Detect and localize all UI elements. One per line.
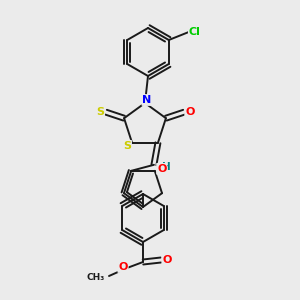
Text: S: S: [96, 107, 104, 117]
Text: O: O: [162, 255, 172, 265]
Text: O: O: [157, 164, 167, 174]
Text: S: S: [123, 141, 131, 151]
Text: O: O: [118, 262, 128, 272]
Text: Cl: Cl: [189, 27, 201, 37]
Text: O: O: [185, 107, 195, 117]
Text: H: H: [162, 162, 170, 172]
Text: N: N: [142, 95, 152, 105]
Text: CH₃: CH₃: [87, 272, 105, 281]
